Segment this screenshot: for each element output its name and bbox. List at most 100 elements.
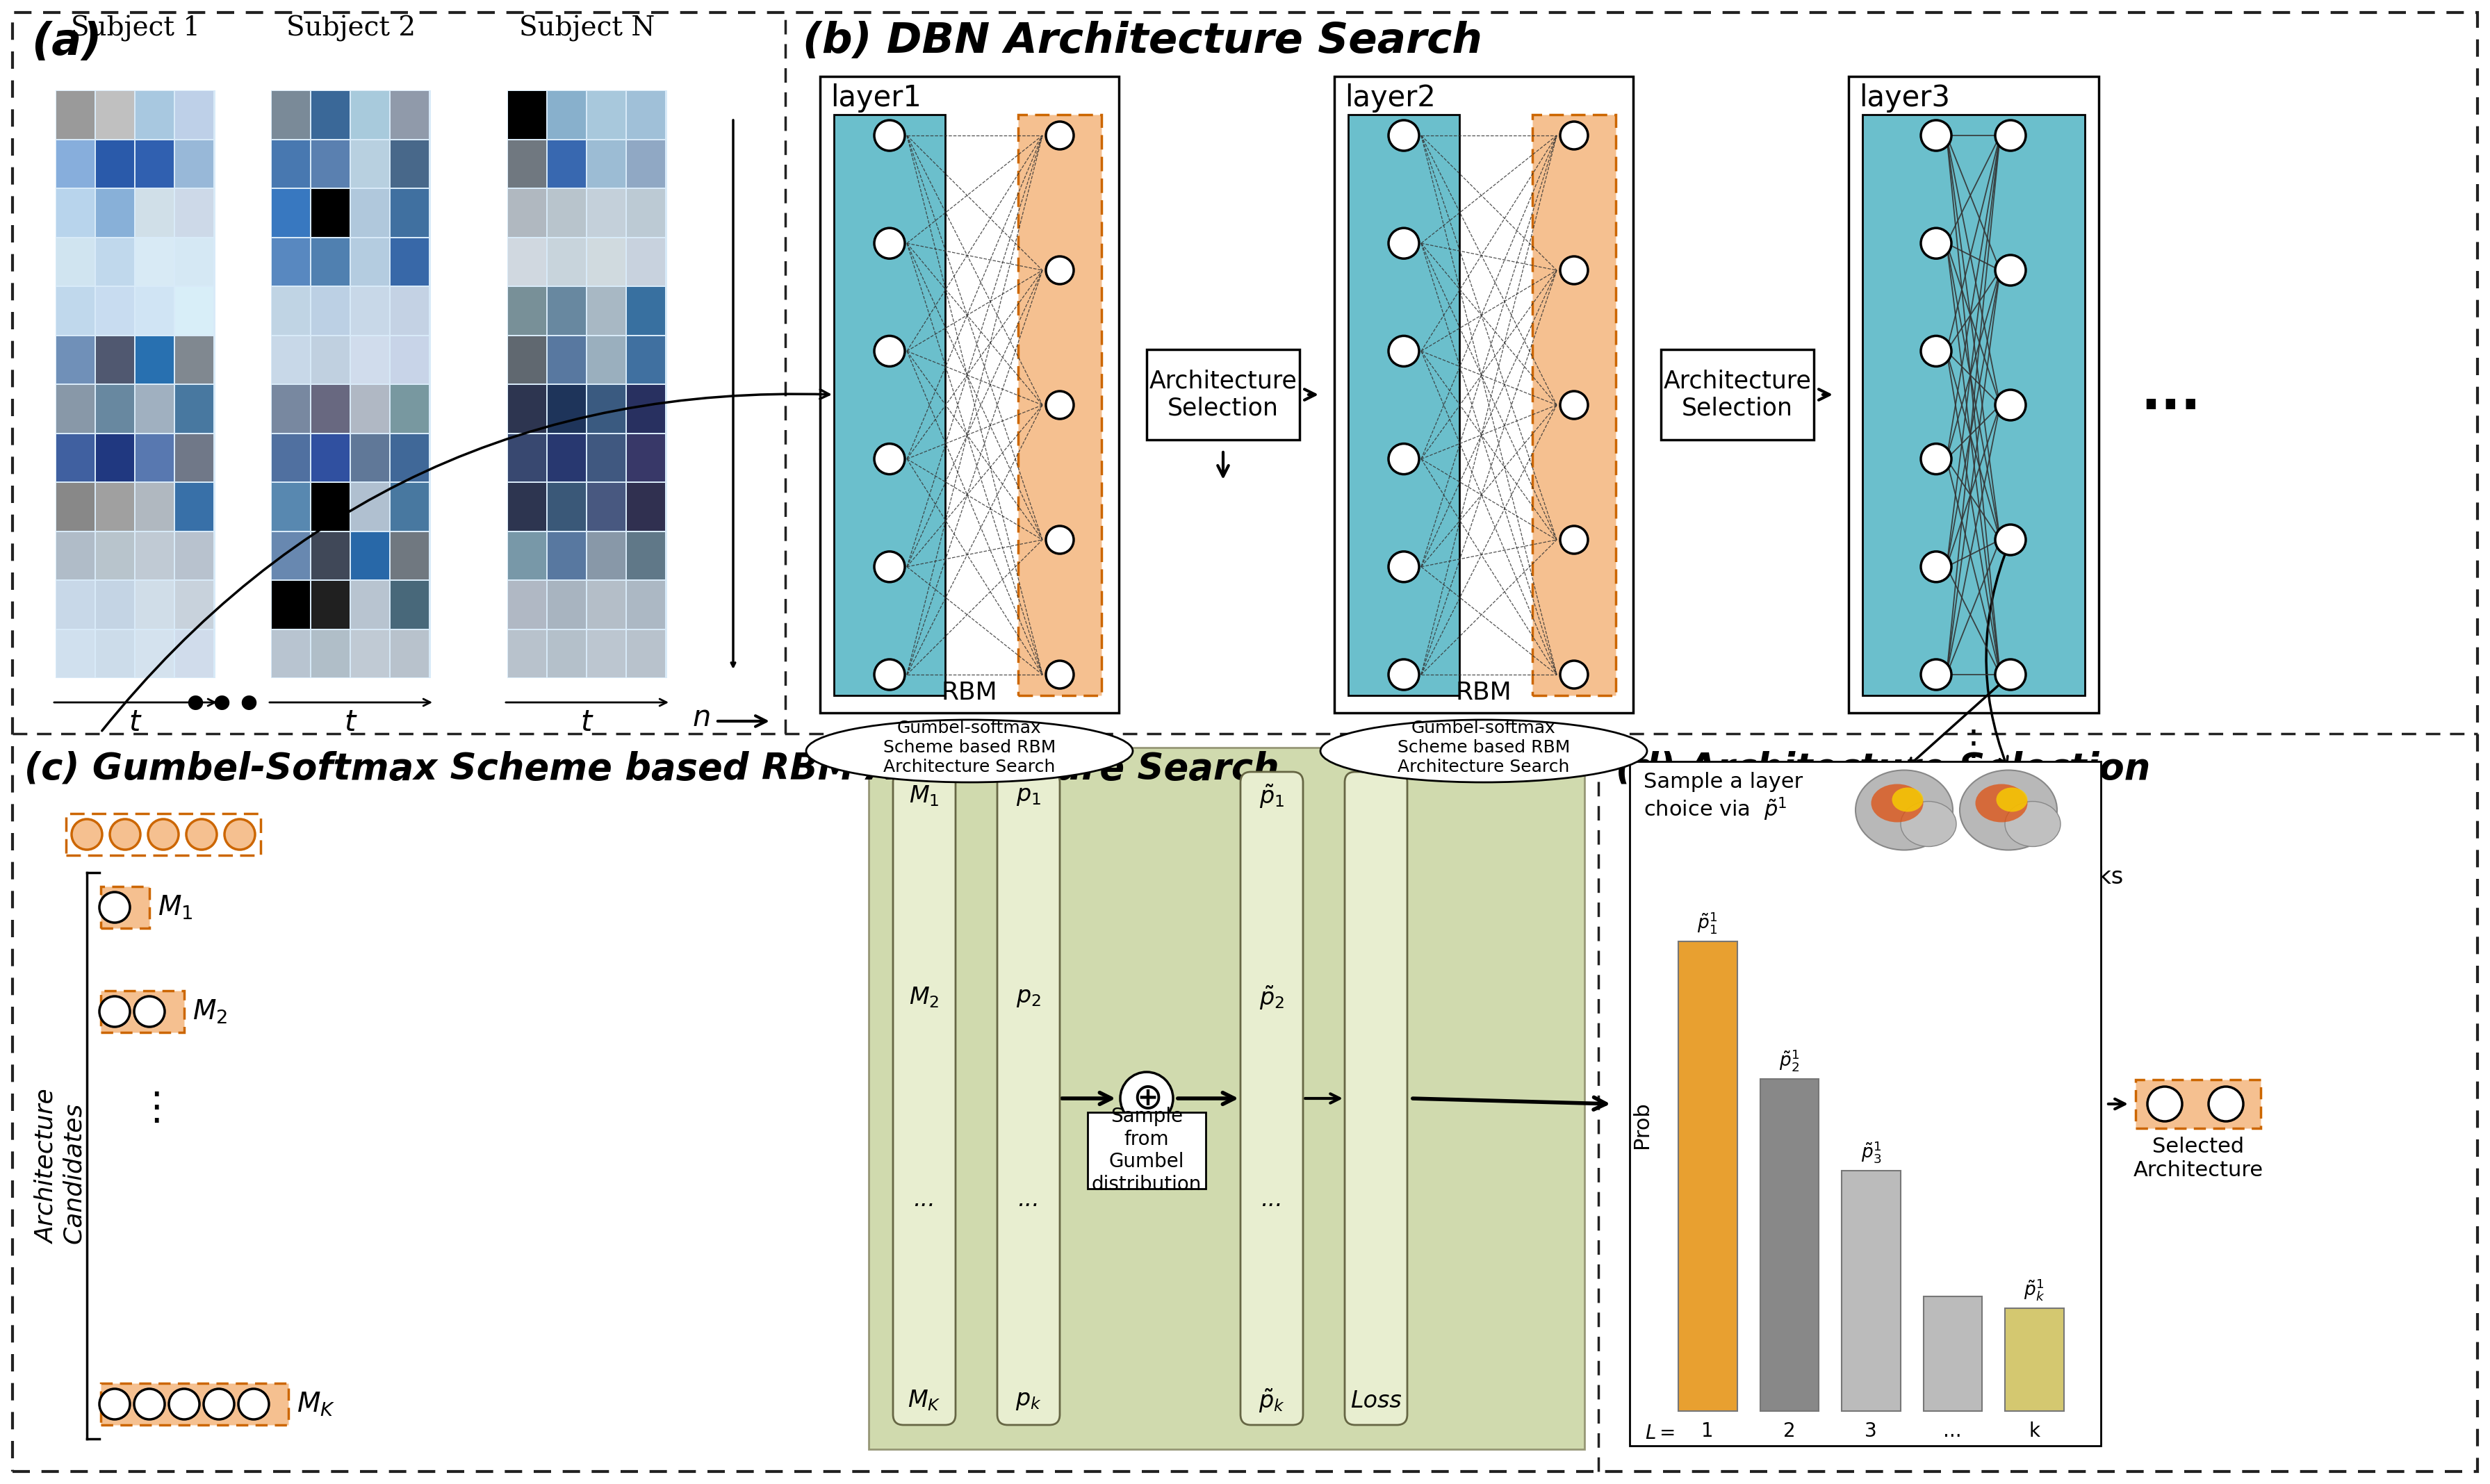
- Bar: [134, 139, 174, 187]
- Bar: [508, 188, 545, 236]
- Bar: [97, 286, 134, 334]
- Bar: [1347, 114, 1459, 696]
- Circle shape: [1046, 392, 1073, 418]
- Bar: [134, 188, 174, 236]
- Text: layer2: layer2: [1345, 83, 1437, 113]
- Bar: [351, 237, 388, 285]
- Bar: [57, 531, 95, 579]
- Text: $\tilde{p}_2^1$: $\tilde{p}_2^1$: [1780, 1048, 1800, 1073]
- Bar: [100, 886, 149, 928]
- Text: (c) Gumbel-Softmax Scheme based RBM Architecture Search: (c) Gumbel-Softmax Scheme based RBM Arch…: [25, 751, 1280, 787]
- Ellipse shape: [1892, 788, 1922, 812]
- Bar: [311, 580, 349, 628]
- Bar: [57, 580, 95, 628]
- Bar: [311, 335, 349, 383]
- Text: ⋮: ⋮: [137, 1091, 177, 1128]
- Bar: [97, 629, 134, 677]
- Text: Architecture
Selection: Architecture Selection: [1663, 370, 1810, 420]
- Bar: [1863, 114, 2084, 696]
- Text: Functional brain networks: Functional brain networks: [1823, 865, 2124, 889]
- Circle shape: [100, 892, 129, 923]
- Circle shape: [1389, 335, 1419, 367]
- Text: ...: ...: [1942, 1422, 1962, 1441]
- Bar: [97, 335, 134, 383]
- Text: Subject 2: Subject 2: [286, 15, 416, 42]
- Bar: [134, 237, 174, 285]
- Bar: [548, 188, 585, 236]
- Text: $M_2$: $M_2$: [909, 985, 939, 1009]
- Bar: [311, 91, 349, 138]
- Bar: [55, 91, 217, 678]
- Ellipse shape: [2004, 801, 2062, 846]
- Bar: [508, 335, 545, 383]
- Bar: [174, 286, 214, 334]
- Bar: [627, 384, 665, 432]
- Text: $t$: $t$: [129, 708, 142, 738]
- Circle shape: [1920, 229, 1952, 258]
- Circle shape: [204, 1389, 234, 1419]
- Bar: [548, 629, 585, 677]
- Bar: [97, 433, 134, 481]
- Text: 1: 1: [1701, 1422, 1713, 1441]
- Text: $\tilde{p}_k^1$: $\tilde{p}_k^1$: [2024, 1278, 2044, 1303]
- Bar: [834, 114, 946, 696]
- Circle shape: [1046, 660, 1073, 689]
- Text: $M_K$: $M_K$: [909, 1389, 941, 1413]
- Text: •••: •••: [182, 687, 264, 727]
- Bar: [627, 188, 665, 236]
- Circle shape: [1389, 120, 1419, 151]
- Bar: [819, 76, 1118, 712]
- Bar: [174, 384, 214, 432]
- Bar: [508, 482, 545, 530]
- Ellipse shape: [1855, 770, 1952, 850]
- Ellipse shape: [1900, 801, 1957, 846]
- Bar: [271, 384, 309, 432]
- Bar: [588, 335, 625, 383]
- Bar: [508, 286, 545, 334]
- Bar: [351, 580, 388, 628]
- Bar: [271, 188, 309, 236]
- Text: $t$: $t$: [344, 708, 359, 738]
- Bar: [100, 991, 184, 1033]
- Bar: [588, 482, 625, 530]
- Bar: [97, 384, 134, 432]
- Circle shape: [1389, 444, 1419, 475]
- Bar: [351, 384, 388, 432]
- Text: (b) DBN Architecture Search: (b) DBN Architecture Search: [802, 21, 1482, 62]
- Circle shape: [134, 996, 164, 1027]
- Bar: [508, 629, 545, 677]
- Circle shape: [1920, 444, 1952, 475]
- Text: RBM: RBM: [941, 681, 998, 705]
- Text: 2: 2: [1783, 1422, 1795, 1441]
- Bar: [97, 188, 134, 236]
- Bar: [627, 91, 665, 138]
- Bar: [391, 335, 428, 383]
- Bar: [1335, 76, 1633, 712]
- Bar: [548, 433, 585, 481]
- Bar: [548, 580, 585, 628]
- Circle shape: [1561, 660, 1589, 689]
- Ellipse shape: [1960, 770, 2057, 850]
- Text: Loss: Loss: [1350, 1389, 1402, 1413]
- Bar: [311, 139, 349, 187]
- Circle shape: [100, 996, 129, 1027]
- Bar: [351, 433, 388, 481]
- Bar: [627, 482, 665, 530]
- Circle shape: [2209, 1086, 2243, 1122]
- Text: ...: ...: [914, 1187, 936, 1211]
- Bar: [1678, 941, 1738, 1411]
- Bar: [134, 629, 174, 677]
- Circle shape: [874, 229, 904, 258]
- Circle shape: [1994, 120, 2027, 151]
- Text: Architecture
Selection: Architecture Selection: [1150, 370, 1297, 420]
- Circle shape: [1561, 392, 1589, 418]
- Circle shape: [187, 819, 217, 850]
- Bar: [174, 91, 214, 138]
- Bar: [548, 335, 585, 383]
- Bar: [174, 482, 214, 530]
- Bar: [588, 188, 625, 236]
- Bar: [351, 139, 388, 187]
- Bar: [174, 188, 214, 236]
- Bar: [311, 629, 349, 677]
- Bar: [351, 188, 388, 236]
